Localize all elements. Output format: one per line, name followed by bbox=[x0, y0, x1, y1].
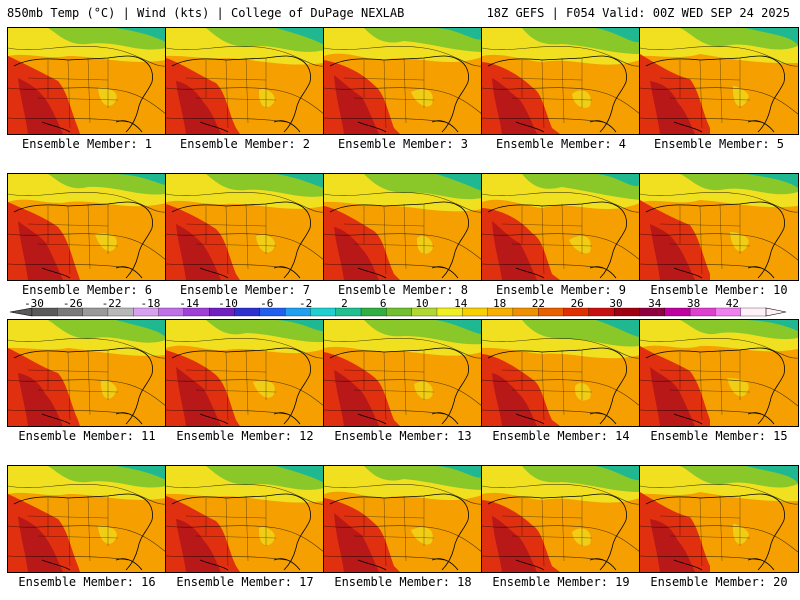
temperature-map bbox=[323, 27, 483, 135]
colorbar-tick-label: 6 bbox=[380, 297, 387, 310]
temperature-map bbox=[165, 319, 325, 427]
colorbar-tick-label: 2 bbox=[341, 297, 348, 310]
ensemble-member-label: Ensemble Member: 8 bbox=[337, 283, 469, 297]
colorbar-tick-label: 38 bbox=[687, 297, 700, 310]
temperature-map bbox=[165, 27, 325, 135]
ensemble-member-label: Ensemble Member: 3 bbox=[337, 137, 469, 151]
colorbar-tick-label: 42 bbox=[726, 297, 739, 310]
colorbar-swatch bbox=[335, 307, 362, 317]
ensemble-member-panel: Ensemble Member: 16 bbox=[7, 465, 167, 590]
ensemble-member-label: Ensemble Member: 19 bbox=[492, 575, 630, 589]
colorbar-tick-label: 34 bbox=[648, 297, 662, 310]
colorbar-tick-label: -22 bbox=[102, 297, 122, 310]
ensemble-member-panel: Ensemble Member: 15 bbox=[639, 319, 799, 444]
temperature-map bbox=[7, 27, 167, 135]
temperature-map bbox=[639, 173, 799, 281]
ensemble-member-panel: Ensemble Member: 1 bbox=[7, 27, 167, 152]
colorbar-right-arrow bbox=[765, 307, 787, 317]
ensemble-member-panel: Ensemble Member: 18 bbox=[323, 465, 483, 590]
colorbar-swatch bbox=[740, 307, 767, 317]
colorbar-tick-label: 30 bbox=[609, 297, 622, 310]
temperature-map bbox=[481, 173, 641, 281]
temperature-map bbox=[481, 27, 641, 135]
temperature-map bbox=[7, 465, 167, 573]
colorbar-tick-label: -6 bbox=[260, 297, 273, 310]
ensemble-member-label: Ensemble Member: 7 bbox=[179, 283, 311, 297]
title-left: 850mb Temp (°C) | Wind (kts) | College o… bbox=[7, 6, 405, 20]
colorbar-tick-label: -10 bbox=[218, 297, 238, 310]
ensemble-member-label: Ensemble Member: 15 bbox=[650, 429, 788, 443]
colorbar-tick-label: -2 bbox=[299, 297, 312, 310]
temperature-colorbar: -30 -26 -22 -18 -14 -10 -6 -2 2 6 10 14 18 22 26 30 34 38… bbox=[9, 297, 787, 317]
temperature-map bbox=[323, 173, 483, 281]
ensemble-member-label: Ensemble Member: 6 bbox=[21, 283, 153, 297]
ensemble-member-panel: Ensemble Member: 7 bbox=[165, 173, 325, 298]
temperature-map bbox=[639, 465, 799, 573]
ensemble-member-label: Ensemble Member: 5 bbox=[653, 137, 785, 151]
ensemble-member-panel: Ensemble Member: 6 bbox=[7, 173, 167, 298]
ensemble-member-label: Ensemble Member: 10 bbox=[650, 283, 788, 297]
colorbar-swatch bbox=[310, 307, 337, 317]
colorbar-tick-label: -14 bbox=[179, 297, 199, 310]
temperature-map bbox=[7, 319, 167, 427]
colorbar-tick-label: 22 bbox=[532, 297, 545, 310]
ensemble-member-label: Ensemble Member: 20 bbox=[650, 575, 788, 589]
temperature-map bbox=[639, 27, 799, 135]
ensemble-member-panel: Ensemble Member: 14 bbox=[481, 319, 641, 444]
ensemble-member-label: Ensemble Member: 4 bbox=[495, 137, 627, 151]
ensemble-member-label: Ensemble Member: 2 bbox=[179, 137, 311, 151]
colorbar-tick-label: 18 bbox=[493, 297, 506, 310]
colorbar-swatch bbox=[234, 307, 261, 317]
temperature-map bbox=[323, 465, 483, 573]
ensemble-member-panel: Ensemble Member: 10 bbox=[639, 173, 799, 298]
ensemble-member-panel: Ensemble Member: 13 bbox=[323, 319, 483, 444]
temperature-map bbox=[7, 173, 167, 281]
ensemble-member-panel: Ensemble Member: 17 bbox=[165, 465, 325, 590]
temperature-map bbox=[323, 319, 483, 427]
ensemble-member-panel: Ensemble Member: 12 bbox=[165, 319, 325, 444]
temperature-map bbox=[165, 173, 325, 281]
ensemble-member-label: Ensemble Member: 16 bbox=[18, 575, 156, 589]
ensemble-member-panel: Ensemble Member: 19 bbox=[481, 465, 641, 590]
temperature-map bbox=[481, 465, 641, 573]
colorbar-tick-label: -26 bbox=[63, 297, 83, 310]
ensemble-member-label: Ensemble Member: 17 bbox=[176, 575, 314, 589]
ensemble-member-label: Ensemble Member: 13 bbox=[334, 429, 472, 443]
ensemble-member-panel: Ensemble Member: 9 bbox=[481, 173, 641, 298]
ensemble-member-panel: Ensemble Member: 8 bbox=[323, 173, 483, 298]
ensemble-member-label: Ensemble Member: 9 bbox=[495, 283, 627, 297]
temperature-map bbox=[165, 465, 325, 573]
colorbar-tick-label: -30 bbox=[24, 297, 44, 310]
temperature-map bbox=[639, 319, 799, 427]
ensemble-member-panel: Ensemble Member: 2 bbox=[165, 27, 325, 152]
temperature-map bbox=[481, 319, 641, 427]
title-right: 18Z GEFS | F054 Valid: 00Z WED SEP 24 20… bbox=[486, 6, 790, 20]
colorbar-tick-label: -18 bbox=[140, 297, 160, 310]
colorbar-tick-label: 26 bbox=[571, 297, 584, 310]
ensemble-member-label: Ensemble Member: 11 bbox=[18, 429, 156, 443]
ensemble-member-panel: Ensemble Member: 11 bbox=[7, 319, 167, 444]
ensemble-member-panel: Ensemble Member: 5 bbox=[639, 27, 799, 152]
ensemble-member-panel: Ensemble Member: 20 bbox=[639, 465, 799, 590]
ensemble-member-label: Ensemble Member: 14 bbox=[492, 429, 630, 443]
colorbar-tick-label: 10 bbox=[415, 297, 428, 310]
ensemble-member-panel: Ensemble Member: 3 bbox=[323, 27, 483, 152]
colorbar-tick-label: 14 bbox=[454, 297, 468, 310]
ensemble-member-label: Ensemble Member: 12 bbox=[176, 429, 314, 443]
ensemble-member-panel: Ensemble Member: 4 bbox=[481, 27, 641, 152]
ensemble-member-label: Ensemble Member: 1 bbox=[21, 137, 153, 151]
ensemble-member-label: Ensemble Member: 18 bbox=[334, 575, 472, 589]
colorbar-swatch bbox=[386, 307, 413, 317]
